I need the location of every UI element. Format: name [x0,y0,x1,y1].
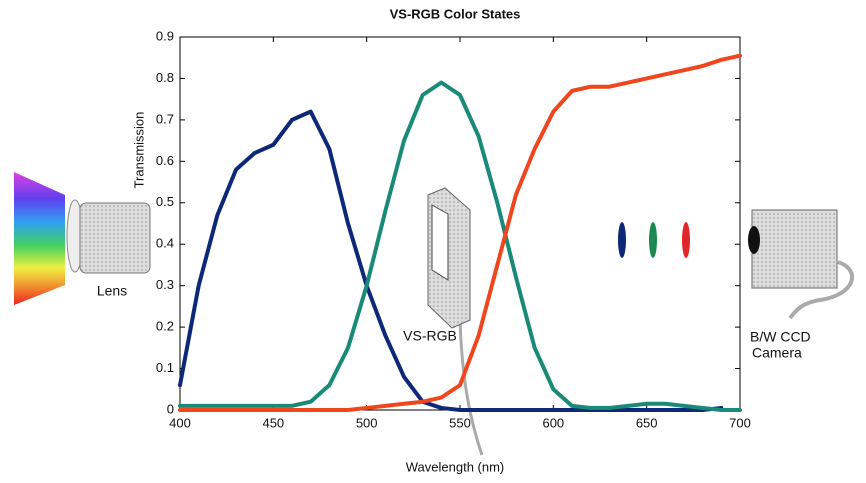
annotation: B/W CCD [750,329,811,345]
x-tick-label: 700 [729,415,751,430]
y-tick-label: 0.7 [156,111,174,126]
spectrum [14,172,65,305]
x-tick-label: 650 [636,415,658,430]
camera-cable [788,260,855,320]
red-state [682,222,690,258]
camera-body [751,209,838,289]
blue-state [618,222,626,258]
annotation: Camera [752,345,802,361]
y-tick-label: 0.6 [156,153,174,168]
y-tick-label: 0.2 [156,319,174,334]
x-tick-label: 450 [262,415,284,430]
x-tick-label: 400 [169,415,191,430]
series-line [178,80,742,412]
x-tick-label: 500 [356,415,378,430]
x-tick-label: 600 [542,415,564,430]
annotation: Lens [97,283,127,299]
y-axis-label: Transmission [131,112,146,189]
annotation: VS-RGB [403,328,457,344]
chart-title: VS-RGB Color States [390,6,521,21]
camera-lens [748,226,760,254]
y-tick-label: 0.4 [156,236,174,251]
y-tick-label: 0.1 [156,360,174,375]
y-tick-label: 0.9 [156,28,174,43]
y-tick-label: 0.8 [156,70,174,85]
x-axis-label: Wavelength (nm) [406,459,505,474]
x-tick-label: 550 [449,415,471,430]
series-line [178,109,724,412]
green-state [649,222,657,258]
y-tick-label: 0.5 [156,194,174,209]
filter-window [431,204,449,281]
cable [458,319,484,456]
y-tick-label: 0 [167,401,174,416]
y-tick-label: 0.3 [156,277,174,292]
lens-body [79,202,151,274]
series-line [178,53,742,412]
